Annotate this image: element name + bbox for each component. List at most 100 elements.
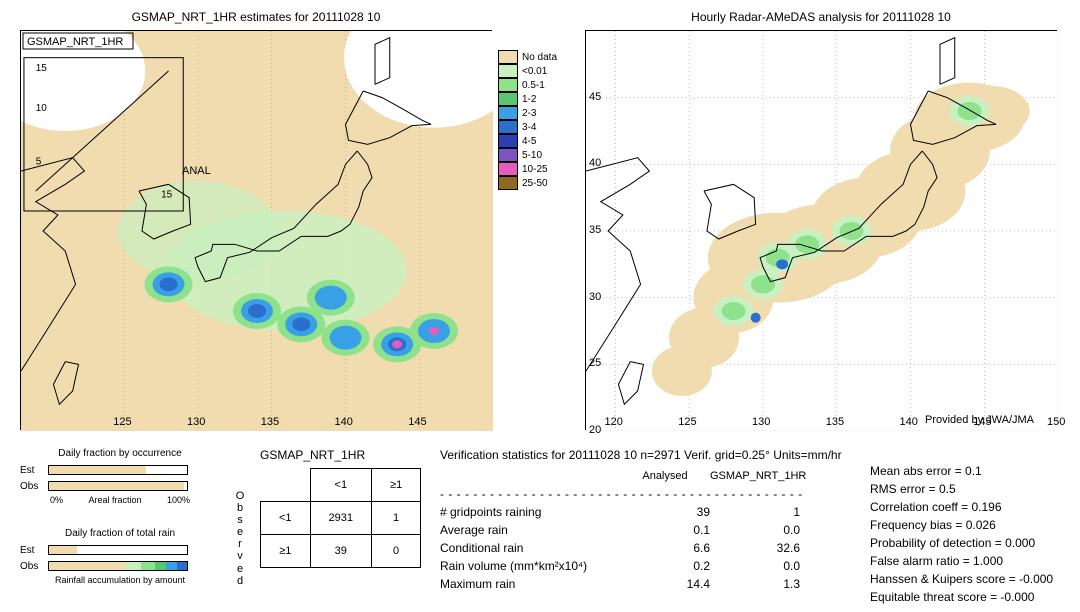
bar-track: [48, 561, 188, 571]
score-row: Equitable threat score = -0.000: [870, 588, 1053, 606]
metric-analysed: 0.1: [620, 521, 710, 539]
fraction-total: Daily fraction of total rain Est Obs Rain…: [20, 528, 220, 585]
xtick-label: 150: [1047, 416, 1065, 428]
contingency-title: GSMAP_NRT_1HR: [260, 448, 365, 462]
score-row: Frequency bias = 0.026: [870, 516, 1053, 534]
legend-item: No data: [498, 50, 557, 64]
xtick-label: 125: [678, 416, 696, 428]
legend-item: 2-3: [498, 106, 557, 120]
legend-swatch: [498, 50, 518, 64]
legend-label: 2-3: [522, 108, 536, 119]
analysed-col: Analysed: [620, 468, 710, 485]
score-row: False alarm ratio = 1.000: [870, 552, 1053, 570]
metrics-table: Analysed GSMAP_NRT_1HR - - - - - - - - -…: [440, 468, 803, 593]
xtick-label: 125: [113, 416, 131, 428]
bar-segment: [49, 466, 146, 474]
score-row: Probability of detection = 0.000: [870, 534, 1053, 552]
fraction-occurrence: Daily fraction by occurrence Est Obs 0% A…: [20, 448, 220, 505]
metric-product: 32.6: [710, 539, 800, 557]
svg-text:GSMAP_NRT_1HR: GSMAP_NRT_1HR: [27, 36, 123, 48]
legend-label: 3-4: [522, 122, 536, 133]
metric-row: Conditional rain 6.6 32.6: [440, 539, 803, 557]
svg-text:10: 10: [36, 103, 48, 114]
legend-item: 5-10: [498, 148, 557, 162]
legend-item: 10-25: [498, 162, 557, 176]
xtick-label: 145: [408, 416, 426, 428]
legend-label: 25-50: [522, 178, 548, 189]
product-col: GSMAP_NRT_1HR: [710, 468, 800, 485]
xtick-label: 130: [187, 416, 205, 428]
metric-name: Maximum rain: [440, 575, 620, 593]
legend-swatch: [498, 92, 518, 106]
legend-item: 0.5-1: [498, 78, 557, 92]
legend-swatch: [498, 78, 518, 92]
bar-segment: [177, 562, 187, 570]
legend-swatch: [498, 64, 518, 78]
svg-text:5: 5: [36, 156, 42, 167]
legend-swatch: [498, 134, 518, 148]
rainfall-caption: Rainfall accumulation by amount: [20, 575, 220, 585]
verification-header: Verification statistics for 20111028 10 …: [440, 446, 842, 464]
legend-item: 4-5: [498, 134, 557, 148]
row-lt1: <1: [261, 502, 311, 535]
score-row: RMS error = 0.5: [870, 480, 1053, 498]
metric-row: Maximum rain 14.4 1.3: [440, 575, 803, 593]
ytick-label: 45: [589, 91, 601, 103]
fraction-occurrence-title: Daily fraction by occurrence: [20, 448, 220, 459]
axis-caption: Areal fraction: [88, 495, 141, 505]
bar-segment: [141, 562, 155, 570]
bar-label: Est: [20, 545, 48, 556]
bar-segment: [49, 482, 184, 490]
bar-segment: [125, 562, 142, 570]
ytick-label: 20: [589, 424, 601, 436]
metric-product: 1: [710, 503, 800, 521]
cell-11: 0: [372, 535, 421, 568]
legend-label: 10-25: [522, 164, 548, 175]
colorbar-legend: No data<0.010.5-11-22-33-44-55-1010-2525…: [498, 50, 557, 190]
right-map-title: Hourly Radar-AMeDAS analysis for 2011102…: [585, 10, 1057, 24]
fraction-total-title: Daily fraction of total rain: [20, 528, 220, 539]
anal-label: ANAL: [182, 165, 211, 177]
xtick-label: 145: [973, 416, 991, 428]
bar-label: Obs: [20, 481, 48, 492]
bar-segment: [155, 562, 166, 570]
xtick-label: 130: [752, 416, 770, 428]
svg-text:15: 15: [36, 63, 48, 74]
metric-analysed: 6.6: [620, 539, 710, 557]
bar-track: [48, 465, 188, 475]
legend-label: 0.5-1: [522, 80, 545, 91]
ytick-label: 40: [589, 157, 601, 169]
metric-product: 0.0: [710, 521, 800, 539]
observed-side-label: Observed: [234, 490, 246, 587]
metric-name: Average rain: [440, 521, 620, 539]
svg-text:15: 15: [161, 190, 173, 201]
bar-segment: [166, 562, 177, 570]
left-map-title: GSMAP_NRT_1HR estimates for 20111028 10: [20, 10, 492, 24]
bar-row: Est: [20, 463, 220, 477]
legend-label: No data: [522, 52, 557, 63]
bar-label: Obs: [20, 561, 48, 572]
row-ge1: ≥1: [261, 535, 311, 568]
metric-name: # gridpoints raining: [440, 503, 620, 521]
bar-track: [48, 481, 188, 491]
legend-swatch: [498, 148, 518, 162]
left-map: GSMAP_NRT_1HR 15 10 5 15: [20, 30, 492, 430]
bar-row: Obs: [20, 559, 220, 573]
xtick-label: 140: [900, 416, 918, 428]
score-row: Hanssen & Kuipers score = -0.000: [870, 570, 1053, 588]
ytick-label: 25: [589, 357, 601, 369]
metric-row: Average rain 0.1 0.0: [440, 521, 803, 539]
legend-swatch: [498, 106, 518, 120]
axis-0pct: 0%: [50, 495, 63, 505]
legend-swatch: [498, 176, 518, 190]
bar-segment: [49, 562, 125, 570]
cell-01: 1: [372, 502, 421, 535]
metric-product: 0.0: [710, 557, 800, 575]
metric-name: Conditional rain: [440, 539, 620, 557]
cell-00: 2931: [310, 502, 371, 535]
metric-row: # gridpoints raining 39 1: [440, 503, 803, 521]
dash-sep: - - - - - - - - - - - - - - - - - - - - …: [440, 485, 803, 503]
scores-list: Mean abs error = 0.1RMS error = 0.5Corre…: [870, 462, 1053, 606]
bar-label: Est: [20, 465, 48, 476]
right-map: [585, 30, 1057, 430]
